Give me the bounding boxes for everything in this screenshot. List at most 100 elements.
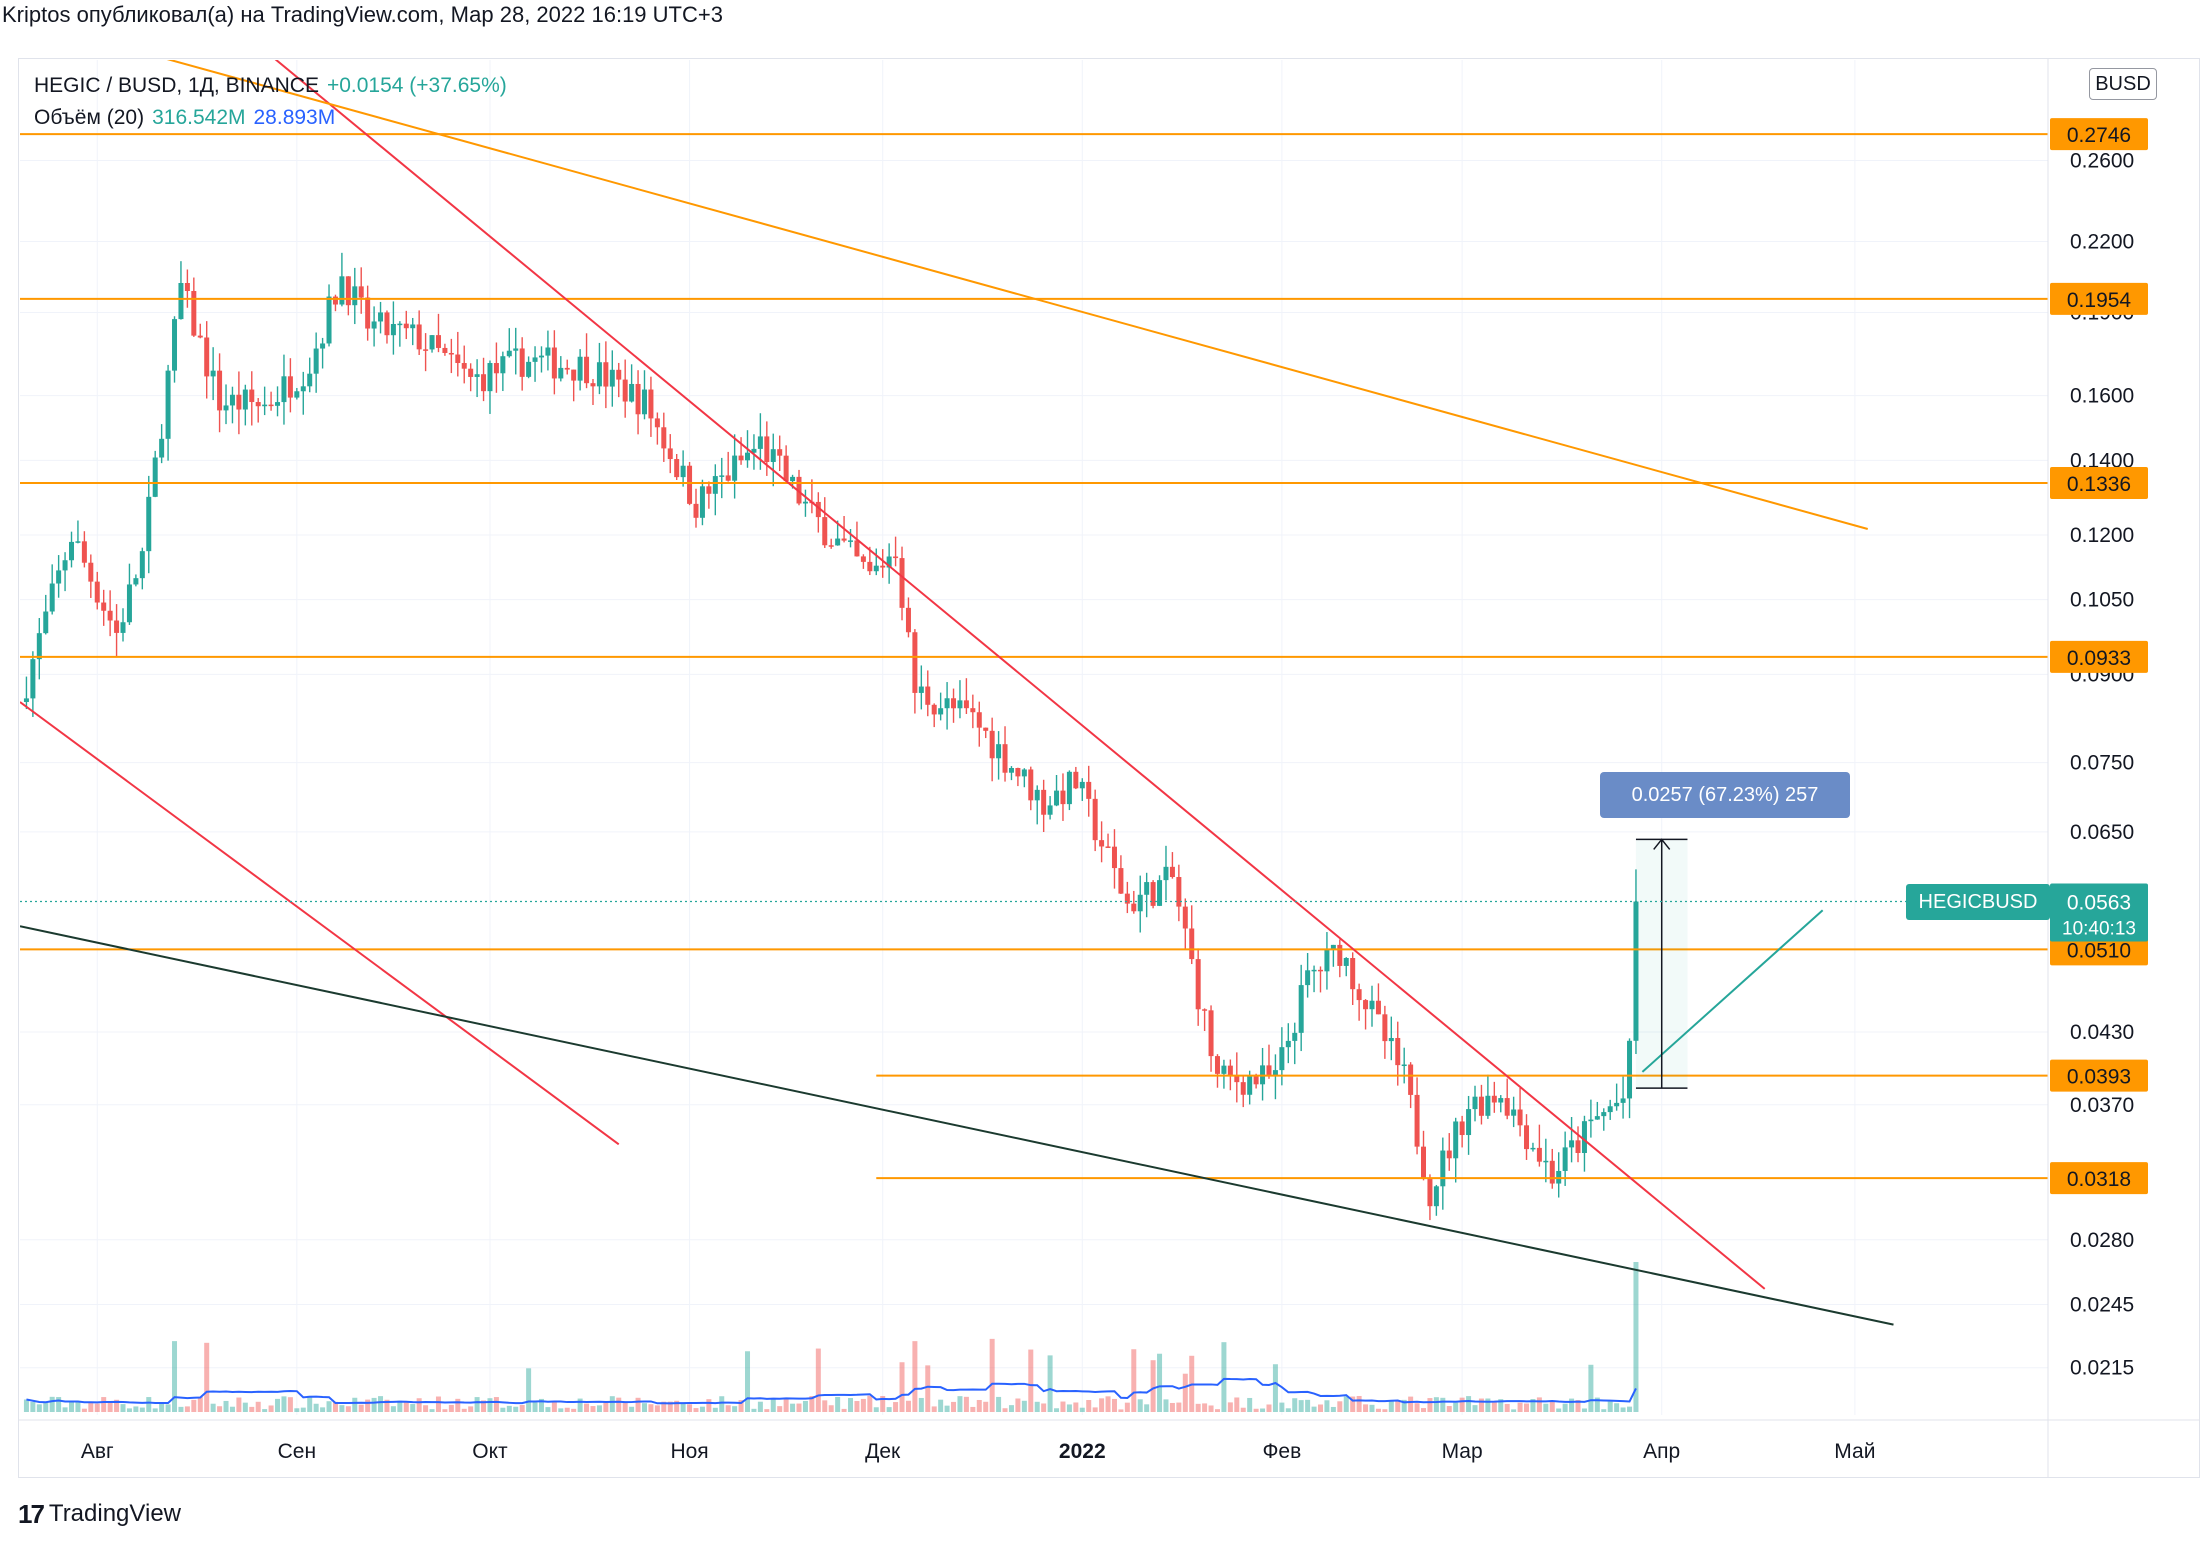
volume-bar	[725, 1405, 731, 1412]
y-tick-label: 0.0280	[2070, 1229, 2134, 1252]
candle-body	[564, 367, 570, 370]
measure-label: 0.0257 (67.23%) 257	[1600, 772, 1850, 818]
volume-bar	[1478, 1398, 1484, 1412]
candle-body	[1092, 798, 1098, 841]
candle-body	[1350, 958, 1356, 990]
volume-bar	[809, 1396, 815, 1412]
candle-body	[571, 369, 577, 381]
volume-bar	[1607, 1401, 1613, 1412]
volume-bar	[951, 1401, 957, 1412]
volume-bar	[500, 1407, 506, 1412]
candle-body	[1614, 1102, 1620, 1107]
volume-bar	[197, 1396, 203, 1412]
candle-body	[1176, 877, 1182, 907]
candle-body	[255, 402, 261, 407]
chart-frame[interactable]	[18, 58, 2200, 1478]
volume-bar	[1034, 1401, 1040, 1412]
candle-body	[719, 475, 725, 477]
volume-bar	[294, 1408, 300, 1412]
candle-body	[1208, 1010, 1214, 1057]
volume-bar	[217, 1406, 223, 1412]
volume-bar	[474, 1397, 480, 1412]
candle-body	[777, 449, 783, 456]
volume-bar	[300, 1407, 306, 1412]
candle-body	[62, 560, 68, 571]
candle-body	[1247, 1076, 1253, 1095]
candle-body	[101, 602, 107, 611]
candle-body	[159, 438, 165, 458]
trendline-red	[274, 60, 1766, 1290]
candle-body	[339, 276, 345, 305]
candle-body	[1002, 744, 1008, 773]
volume-bar	[1292, 1398, 1298, 1412]
footer-brand[interactable]: 17 TradingView	[18, 1496, 181, 1532]
volume-bar	[860, 1398, 866, 1412]
volume-bar	[654, 1405, 660, 1412]
volume-bar	[1594, 1397, 1600, 1412]
volume-bar	[481, 1400, 487, 1412]
price-chart[interactable]: 0.26000.22000.19000.16000.14000.12000.10…	[0, 0, 2206, 1496]
candle-body	[1111, 846, 1117, 869]
candle-body	[1163, 866, 1169, 881]
currency-badge[interactable]: BUSD	[2089, 68, 2157, 100]
candle-body	[1227, 1065, 1233, 1076]
candle-body	[165, 370, 171, 439]
volume-bar	[931, 1406, 937, 1412]
volume-bar	[989, 1338, 995, 1412]
volume-bar	[1491, 1402, 1497, 1412]
volume-bar	[1363, 1404, 1369, 1412]
candle-body	[88, 562, 94, 582]
y-tick-label: 0.1600	[2070, 385, 2134, 408]
volume-bar	[1498, 1399, 1504, 1412]
volume-bar	[1614, 1403, 1620, 1412]
volume-bar	[732, 1406, 738, 1412]
volume-bar	[1530, 1399, 1536, 1412]
volume-bar	[493, 1397, 499, 1412]
candle-body	[320, 343, 326, 349]
volume-bar	[963, 1396, 969, 1412]
x-tick-label: Апр	[1643, 1440, 1680, 1463]
volume-bar	[609, 1396, 615, 1412]
volume-bar	[1234, 1397, 1240, 1412]
volume-bar	[455, 1398, 461, 1412]
volume-bar	[1330, 1406, 1336, 1412]
volume-indicator-label: Объём (20)	[34, 106, 145, 129]
candle-body	[1363, 1000, 1369, 1010]
candle-body	[635, 383, 641, 415]
volume-bar	[339, 1405, 345, 1412]
volume-bar	[281, 1396, 287, 1412]
volume-bar	[326, 1401, 332, 1412]
candle-body	[854, 540, 860, 557]
candle-body	[1343, 958, 1349, 966]
candle-body	[513, 348, 519, 351]
volume-row[interactable]: Объём (20) 316.542M 28.893M	[34, 102, 507, 134]
volume-bar	[1369, 1404, 1375, 1412]
candle-body	[815, 501, 821, 518]
candle-body	[687, 465, 693, 504]
volume-bar	[957, 1396, 963, 1412]
candle-body	[30, 659, 36, 699]
volume-bar	[667, 1401, 673, 1412]
candle-body	[996, 744, 1002, 759]
volume-bar	[790, 1403, 796, 1412]
volume-bar	[893, 1402, 899, 1412]
symbol-row[interactable]: HEGIC / BUSD, 1Д, BINANCE +0.0154 (+37.65…	[34, 70, 507, 102]
y-tick-label: 0.0370	[2070, 1094, 2134, 1117]
candle-body	[1524, 1125, 1530, 1150]
volume-bar	[835, 1397, 841, 1412]
candle-body	[616, 369, 622, 380]
candle-body	[1581, 1121, 1587, 1153]
candle-body	[1150, 882, 1156, 906]
candle-body	[770, 449, 776, 462]
volume-bar	[468, 1406, 474, 1412]
candle-body	[1594, 1116, 1600, 1120]
volume-bar	[1028, 1349, 1034, 1412]
volume-bar	[191, 1399, 197, 1412]
candle-body	[1137, 894, 1143, 912]
volume-bar	[1433, 1397, 1439, 1412]
candle-body	[1627, 1040, 1633, 1099]
volume-bar	[996, 1396, 1002, 1412]
volume-bar	[1021, 1400, 1027, 1412]
candle-body	[1375, 1000, 1381, 1015]
volume-bar	[126, 1408, 132, 1412]
